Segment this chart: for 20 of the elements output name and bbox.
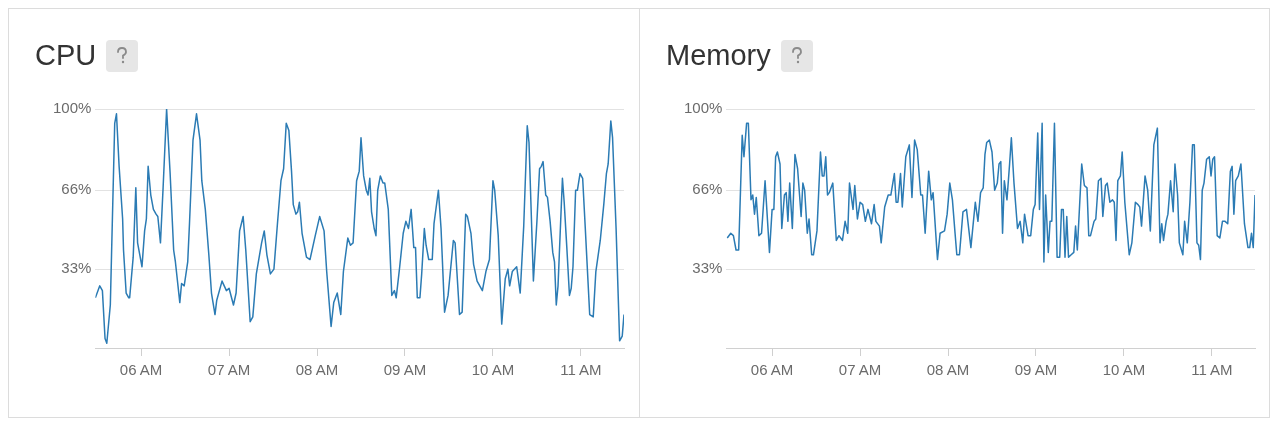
- x-tick-label: 06 AM: [119, 361, 163, 379]
- x-tick-label: 10 AM: [471, 361, 515, 379]
- x-tick-label: 10 AM: [1102, 361, 1146, 379]
- x-tick-label: 11 AM: [560, 361, 602, 379]
- y-tick-label: 100%: [52, 99, 92, 117]
- x-tick-label: 08 AM: [295, 361, 339, 379]
- x-tick-label: 07 AM: [207, 361, 251, 379]
- y-tick-label: 33%: [692, 259, 723, 277]
- y-tick-label: 66%: [61, 180, 92, 198]
- chart-title: Memory: [666, 39, 771, 72]
- chart-title: CPU: [35, 39, 97, 72]
- x-tick-label: 07 AM: [838, 361, 882, 379]
- x-tick-label: 08 AM: [926, 361, 970, 379]
- y-tick-label: 100%: [683, 99, 723, 117]
- x-tick-label: 06 AM: [750, 361, 794, 379]
- x-tick-label: 09 AM: [383, 361, 427, 379]
- y-tick-label: 33%: [61, 259, 92, 277]
- x-tick-label: 09 AM: [1014, 361, 1058, 379]
- y-tick-label: 66%: [692, 180, 723, 198]
- x-tick-label: 11 AM: [1191, 361, 1233, 379]
